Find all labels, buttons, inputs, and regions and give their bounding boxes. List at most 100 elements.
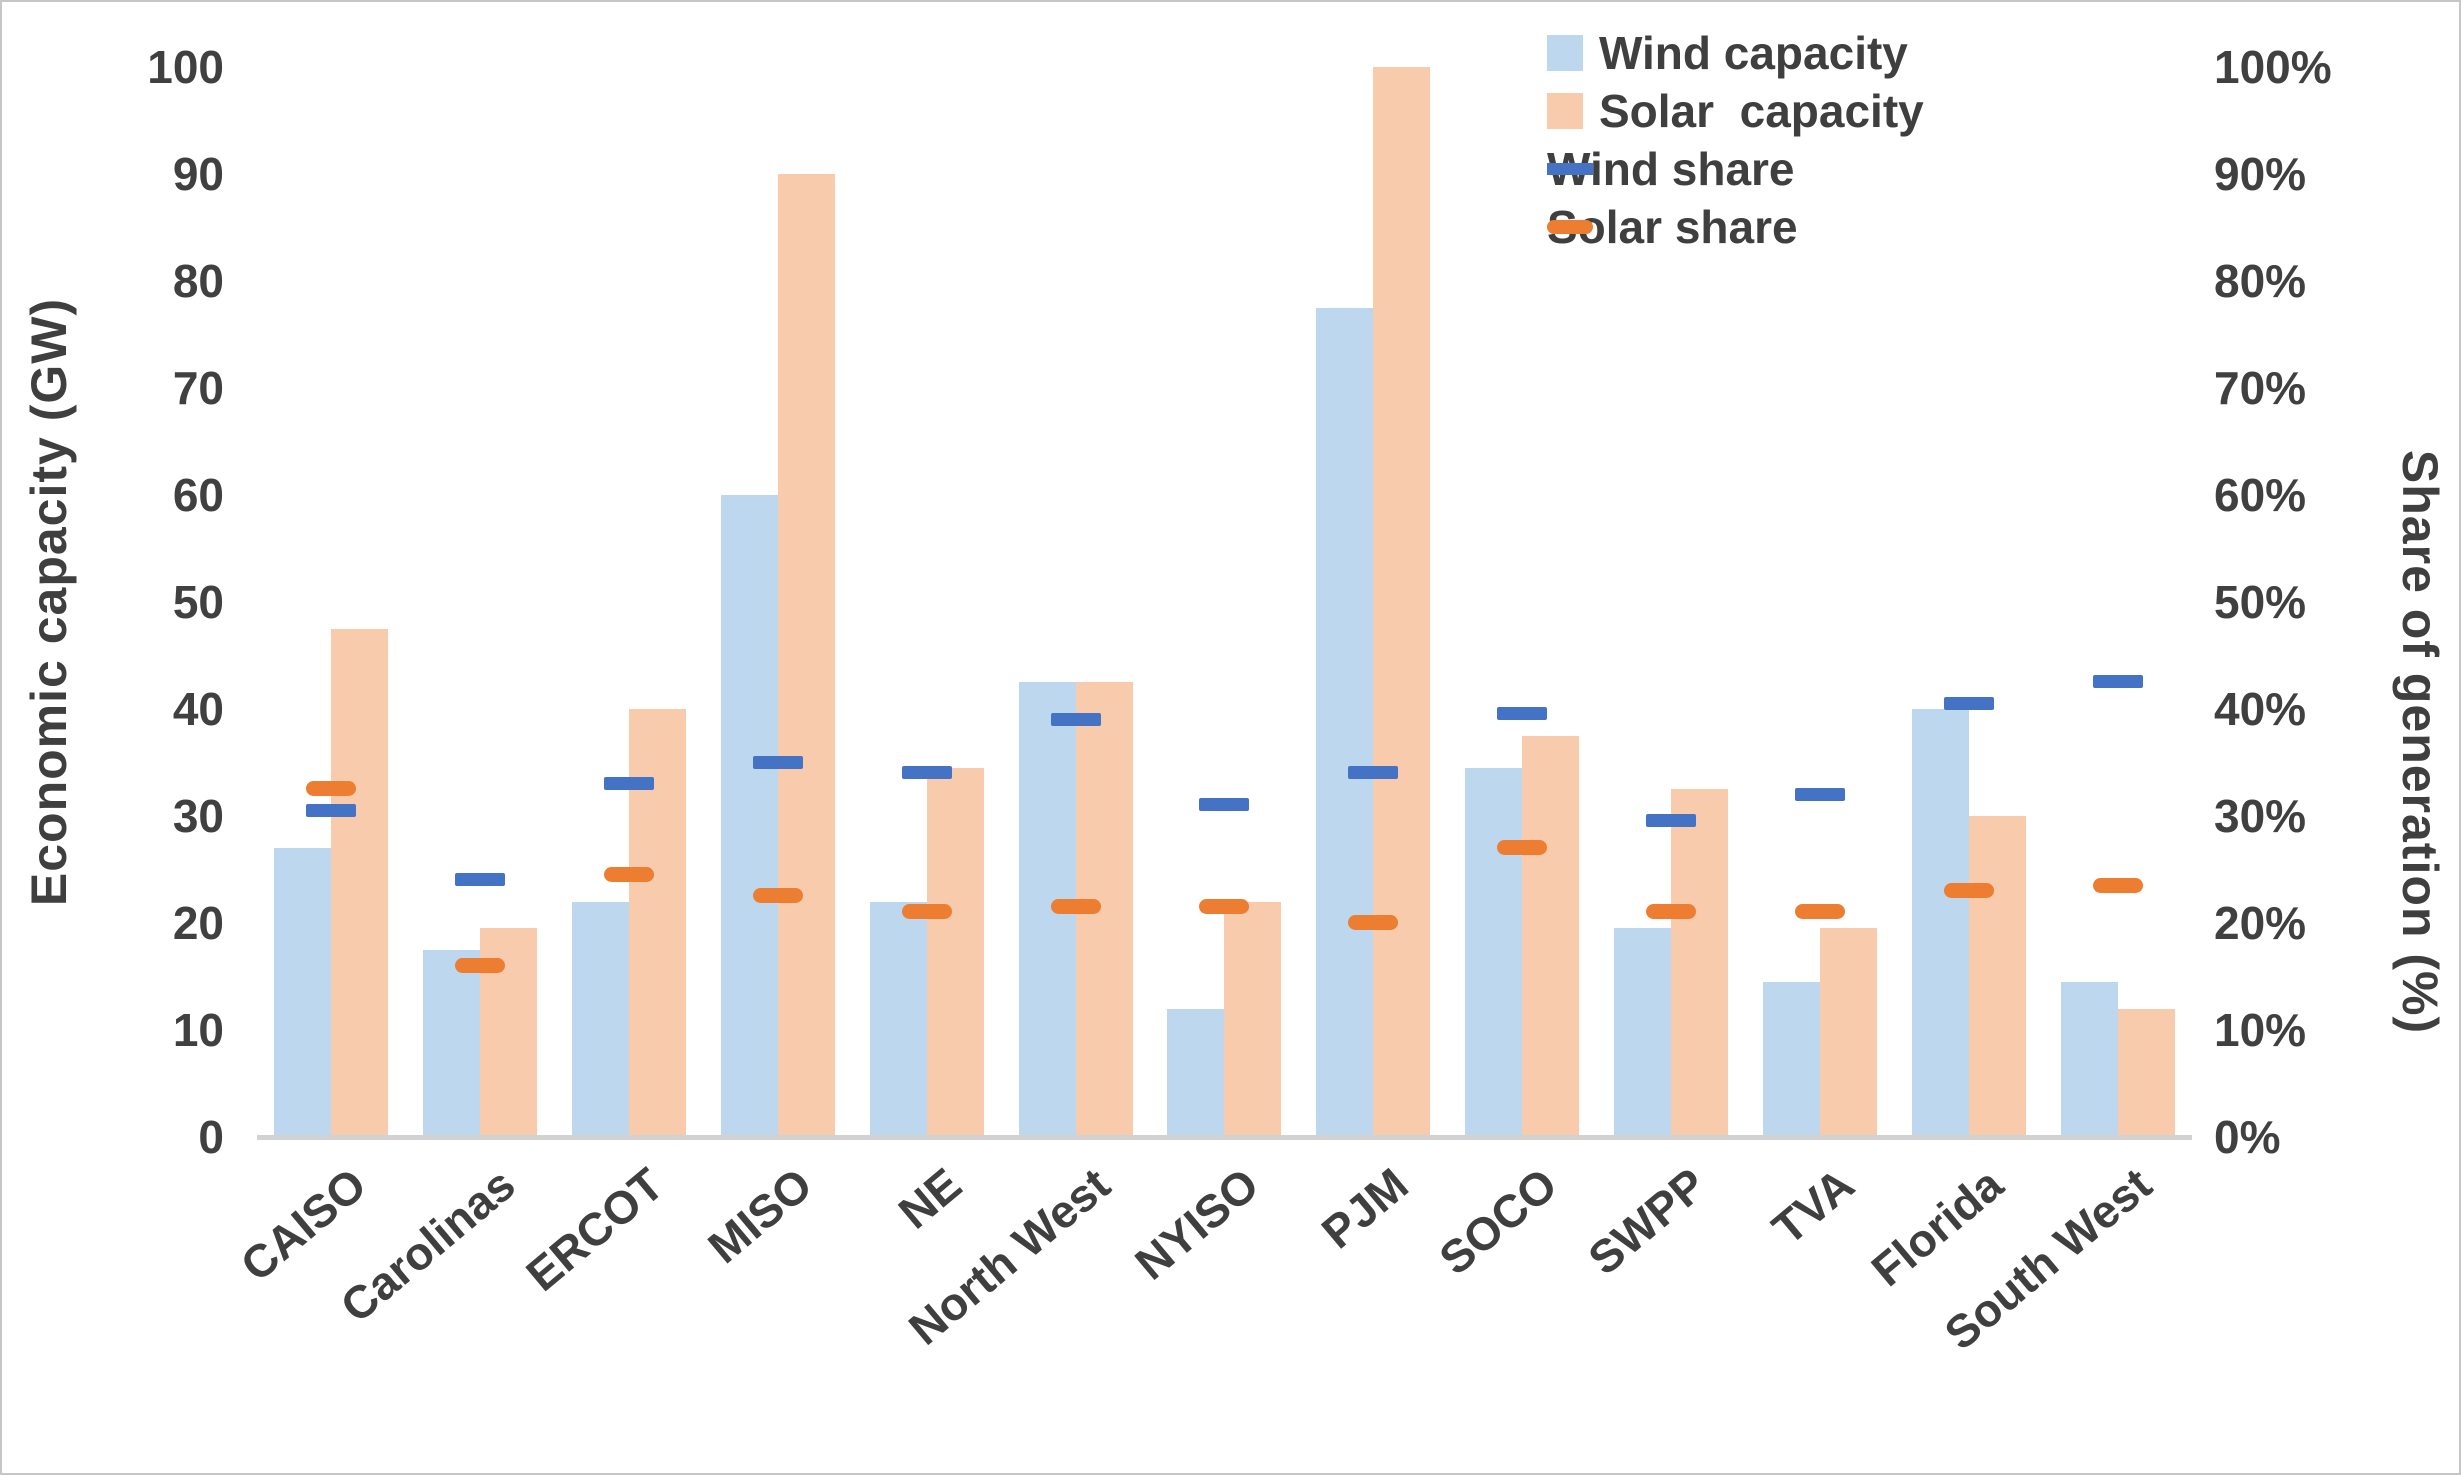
right-axis-tick-label: 20% [2214,897,2307,949]
category-label-swpp: SWPP [1577,1157,1716,1285]
category-group-caiso: CAISO [230,67,406,1291]
dash-solar-share-south-west [2092,877,2143,893]
bar-solar-capacity-tva [1819,928,1877,1137]
bar-solar-capacity-pjm [1373,67,1431,1137]
bar-wind-capacity-soco [1465,767,1523,1137]
dash-solar-share-florida [1943,882,1994,898]
legend-item-wind-share: Wind share [1547,140,1924,198]
left-axis-tick-label: 90 [172,148,224,200]
left-axis-tick-label: 30 [172,790,224,842]
dash-wind-share-florida [1943,696,1994,710]
bar-solar-capacity-florida [1968,816,2026,1137]
bar-solar-capacity-swpp [1671,789,1729,1137]
right-axis-tick-label: 30% [2214,790,2307,842]
dash-solar-share-swpp [1646,904,1697,920]
bar-wind-capacity-swpp [1614,928,1672,1137]
bar-solar-capacity-soco [1522,735,1580,1137]
category-group-south-west: South West [1935,67,2192,1360]
right-axis-tick-label: 60% [2214,469,2307,521]
bar-wind-capacity-carolinas [423,949,481,1137]
legend-item-solar-share: Solar share [1547,198,1924,256]
bar-wind-capacity-tva [1762,981,1820,1137]
category-group-north-west: North West [899,67,1150,1355]
legend-dash-wind-share-icon [1547,163,1593,175]
category-label-ercot: ERCOT [516,1157,674,1302]
bar-solar-capacity-ercot [629,709,687,1137]
category-group-florida: Florida [1862,67,2043,1296]
bar-solar-capacity-nyiso [1224,901,1282,1137]
right-axis-tick-label: 0% [2214,1111,2281,1163]
bar-wind-capacity-caiso [274,848,332,1137]
category-group-soco: SOCO [1429,67,1597,1285]
category-group-nyiso: NYISO [1125,67,1299,1290]
right-axis-tick-label: 40% [2214,683,2307,735]
category-label-tva: TVA [1762,1157,1864,1255]
category-group-tva: TVA [1745,67,1894,1255]
dash-wind-share-south-west [2092,675,2143,689]
legend: Wind capacity Solar capacity Wind share … [1547,24,1924,256]
right-axis-tick-label: 80% [2214,255,2307,307]
category-label-soco: SOCO [1429,1157,1567,1285]
bar-wind-capacity-nyiso [1167,1008,1225,1137]
bar-solar-capacity-south-west [2117,1008,2175,1137]
right-axis-tick-label: 50% [2214,576,2307,628]
dash-solar-share-north-west [1050,898,1101,914]
dash-solar-share-carolinas [455,957,506,973]
dash-wind-share-ne [901,766,952,780]
dash-wind-share-soco [1497,707,1548,721]
dash-solar-share-ercot [604,866,655,882]
category-label-miso: MISO [698,1157,823,1274]
dash-solar-share-miso [752,888,803,904]
category-group-ercot: ERCOT [516,67,704,1301]
category-label-pjm: PJM [1311,1157,1418,1259]
left-axis-tick-label: 40 [172,683,224,735]
plot-area: CAISO Carolinas ERCOT MISO NE North West NYISO… [230,67,2192,1360]
bar-wind-capacity-ercot [572,901,630,1137]
legend-item-wind-capacity: Wind capacity [1547,24,1924,82]
dash-solar-share-tva [1794,904,1845,920]
category-group-pjm: PJM [1299,67,1448,1258]
legend-swatch-solar-capacity-icon [1547,93,1583,129]
bar-solar-capacity-ne [926,767,984,1137]
bar-solar-capacity-caiso [331,628,389,1137]
dash-wind-share-miso [752,755,803,769]
left-axis-tick-label: 20 [172,897,224,949]
right-axis-tick-label: 10% [2214,1004,2307,1056]
legend-label-wind-capacity: Wind capacity [1599,27,1908,79]
dash-wind-share-tva [1794,787,1845,801]
bar-wind-capacity-florida [1911,709,1969,1137]
bar-wind-capacity-pjm [1316,307,1374,1137]
right-axis-title: Share of generation (%) [2392,449,2448,1035]
legend-label-solar-capacity: Solar capacity [1599,85,1924,137]
category-group-ne: NE [852,67,1001,1239]
category-label-ne: NE [888,1157,971,1239]
dash-solar-share-nyiso [1199,898,1250,914]
right-axis-tick-label: 90% [2214,148,2307,200]
dash-wind-share-swpp [1646,814,1697,828]
right-axis-tick-label: 100% [2214,41,2332,93]
bar-wind-capacity-miso [720,495,778,1137]
legend-label-wind-share: Wind share [1547,143,1795,195]
category-group-swpp: SWPP [1578,67,1746,1285]
x-axis-line [257,1135,2192,1140]
bar-solar-capacity-miso [777,174,835,1137]
dash-solar-share-pjm [1348,915,1399,930]
left-axis-tick-label: 80 [172,255,224,307]
dash-wind-share-nyiso [1199,798,1250,812]
bar-wind-capacity-ne [869,901,927,1137]
legend-dash-solar-share-icon [1547,220,1593,234]
legend-label-solar-share: Solar share [1547,201,1798,253]
dash-solar-share-soco [1497,840,1548,856]
dash-solar-share-caiso [306,781,357,797]
dash-solar-share-ne [901,904,952,920]
left-axis-tick-label: 70 [172,362,224,414]
left-axis-tick-label: 10 [172,1004,224,1056]
left-axis-tick-label: 50 [172,576,224,628]
left-axis-tick-label: 60 [172,469,224,521]
left-axis-tick-label: 0 [198,1111,224,1163]
legend-item-solar-capacity: Solar capacity [1547,82,1924,140]
category-group-miso: MISO [699,67,853,1273]
legend-swatch-wind-capacity-icon [1547,35,1583,71]
dash-wind-share-caiso [306,803,357,817]
